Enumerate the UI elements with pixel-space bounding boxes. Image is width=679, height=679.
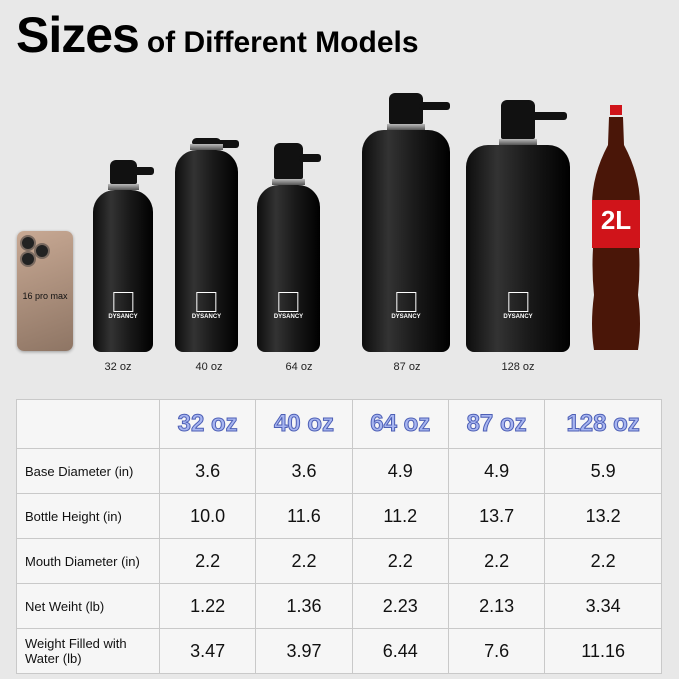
size-label: 64 oz — [285, 361, 313, 373]
cell-value: 13.2 — [544, 493, 662, 539]
page-title: Sizes of Different Models — [16, 6, 419, 64]
cell-value: 11.2 — [351, 493, 449, 539]
size-label: 87 oz — [393, 361, 421, 373]
header-64oz: 64 oz — [351, 399, 449, 449]
title-main: Sizes — [16, 7, 140, 63]
brand-logo: DYSANCY — [108, 292, 138, 320]
bottle-handle — [419, 102, 450, 111]
camera-lens-icon — [20, 235, 36, 251]
header-87oz: 87 oz — [447, 399, 546, 449]
row-label: Net Weiht (lb) — [16, 583, 160, 629]
bottle-4: DYSANCY — [466, 100, 570, 352]
cell-value: 4.9 — [447, 448, 546, 494]
bottle-handle — [298, 153, 321, 162]
bottle-3: DYSANCY — [362, 93, 450, 352]
cell-value: 2.2 — [544, 538, 662, 584]
cell-value: 13.7 — [447, 493, 546, 539]
cell-value: 2.2 — [158, 538, 257, 584]
cell-value: 3.97 — [255, 628, 353, 674]
coke-bottle-image — [592, 105, 640, 350]
title-sub: of Different Models — [146, 26, 419, 59]
table-row: Bottle Height (in) 10.0 11.6 11.2 13.7 13.2 — [16, 493, 662, 539]
row-label: Weight Filled with Water (lb) — [16, 628, 160, 674]
cell-value: 3.34 — [544, 583, 662, 629]
bottle-1: DYSANCY — [175, 138, 239, 352]
table-row: Mouth Diameter (in) 2.2 2.2 2.2 2.2 2.2 — [16, 538, 662, 584]
brand-logo: DYSANCY — [192, 292, 221, 320]
size-label: 40 oz — [195, 361, 223, 373]
cell-value: 7.6 — [447, 628, 546, 674]
header-40oz: 40 oz — [255, 399, 353, 449]
brand-logo: DYSANCY — [391, 292, 421, 320]
coke-label: 2L — [600, 205, 632, 235]
cell-value: 2.23 — [351, 583, 449, 629]
bottle-body — [257, 185, 320, 352]
table-header-row: 32 oz 40 oz 64 oz 87 oz 128 oz — [16, 399, 662, 449]
cell-value: 4.9 — [351, 448, 449, 494]
cell-value: 1.22 — [158, 583, 257, 629]
brand-logo: DYSANCY — [503, 292, 533, 320]
bottle-cap — [109, 160, 137, 184]
phone-reference: 16 pro max — [17, 231, 73, 351]
cell-value: 11.16 — [544, 628, 662, 674]
cell-value: 2.2 — [351, 538, 449, 584]
row-label: Mouth Diameter (in) — [16, 538, 160, 584]
bottle-ring — [272, 179, 305, 185]
size-label: 32 oz — [104, 361, 132, 373]
cell-value: 2.2 — [447, 538, 546, 584]
bottle-handle — [132, 167, 154, 176]
bottle-ring — [387, 124, 425, 130]
cell-value: 5.9 — [544, 448, 662, 494]
brand-logo: DYSANCY — [274, 292, 303, 320]
size-label: 128 oz — [501, 361, 535, 373]
cell-value: 10.0 — [158, 493, 257, 539]
header-32oz: 32 oz — [158, 399, 257, 449]
cell-value: 1.36 — [255, 583, 353, 629]
table-row: Net Weiht (lb) 1.22 1.36 2.23 2.13 3.34 — [16, 583, 662, 629]
cell-value: 2.2 — [255, 538, 353, 584]
row-label: Base Diameter (in) — [16, 448, 160, 494]
bottle-cap — [501, 100, 535, 139]
bottle-2: DYSANCY — [257, 143, 321, 352]
bottle-ring — [499, 139, 537, 145]
cell-value: 3.6 — [158, 448, 257, 494]
specs-table: 32 oz 40 oz 64 oz 87 oz 128 oz Base Diam… — [16, 399, 662, 674]
row-label: Bottle Height (in) — [16, 493, 160, 539]
empty-header — [16, 399, 160, 449]
bottle-ring — [190, 144, 223, 150]
table-row: Base Diameter (in) 3.6 3.6 4.9 4.9 5.9 — [16, 448, 662, 494]
bottle-cap — [274, 143, 303, 179]
bottle-body — [175, 150, 238, 352]
table-row: Weight Filled with Water (lb) 3.47 3.97 6.4… — [16, 628, 662, 674]
camera-lens-icon — [34, 243, 50, 259]
bottle-body — [362, 130, 450, 352]
bottle-ring — [107, 184, 139, 190]
bottle-0: DYSANCY — [93, 160, 154, 352]
header-128oz: 128 oz — [544, 399, 662, 449]
bottle-cap — [192, 138, 221, 144]
bottle-handle — [216, 139, 239, 148]
bottle-cap — [389, 93, 423, 124]
bottle-body — [466, 145, 570, 352]
phone-label: 16 pro max — [22, 291, 68, 301]
camera-lens-icon — [20, 251, 36, 267]
cell-value: 11.6 — [255, 493, 353, 539]
cell-value: 3.47 — [158, 628, 257, 674]
cell-value: 3.6 — [255, 448, 353, 494]
bottle-body — [93, 190, 153, 352]
bottle-handle — [531, 111, 568, 120]
cell-value: 6.44 — [351, 628, 449, 674]
cell-value: 2.13 — [447, 583, 546, 629]
